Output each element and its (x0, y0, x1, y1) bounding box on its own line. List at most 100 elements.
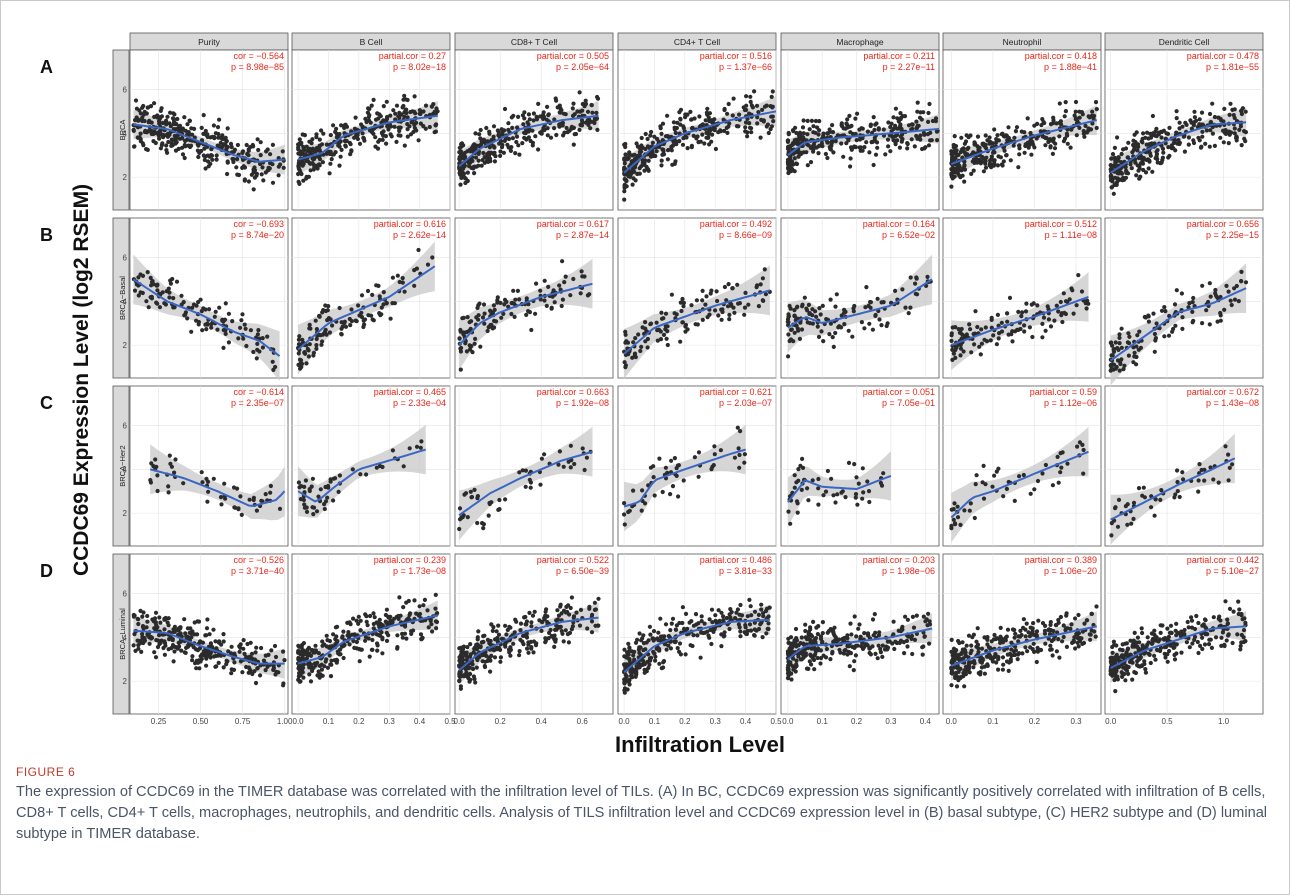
data-point (953, 325, 958, 330)
data-point (1149, 505, 1154, 510)
data-point (1152, 331, 1157, 337)
data-point (215, 327, 220, 332)
panel-letter: A (40, 57, 53, 77)
data-point (214, 664, 219, 669)
data-point (659, 316, 665, 321)
data-point (235, 486, 240, 491)
data-point (925, 274, 930, 279)
data-point (949, 184, 954, 189)
data-point (1048, 144, 1053, 149)
data-point (992, 127, 997, 132)
data-point (176, 640, 181, 645)
data-point (497, 497, 502, 503)
data-point (516, 143, 521, 148)
data-point (1108, 362, 1113, 368)
data-point (571, 142, 576, 147)
data-point (481, 639, 486, 645)
data-point (785, 157, 791, 162)
data-point (328, 161, 333, 166)
data-point (816, 334, 822, 339)
data-point (199, 470, 204, 475)
data-point (476, 317, 481, 322)
data-point (679, 308, 684, 314)
confidence-band (787, 451, 891, 527)
data-point (1171, 140, 1177, 145)
data-point (1125, 155, 1130, 160)
data-point (661, 149, 666, 154)
data-point (174, 279, 180, 284)
data-point (317, 663, 322, 669)
data-point (165, 114, 170, 119)
stat-cor: partial.cor = 0.27 (379, 51, 446, 61)
data-point (216, 143, 221, 149)
data-point (365, 623, 370, 628)
data-point (670, 484, 676, 489)
data-point (458, 367, 463, 372)
data-point (848, 156, 853, 161)
data-point (1114, 159, 1119, 164)
data-point (154, 627, 159, 633)
data-point (898, 122, 903, 127)
data-point (833, 500, 838, 505)
data-point (1239, 278, 1244, 284)
data-point (348, 142, 353, 147)
data-point (704, 135, 709, 140)
data-point (1239, 143, 1244, 148)
data-point (1163, 309, 1168, 314)
data-point (871, 162, 876, 168)
data-point (1005, 311, 1010, 316)
data-point (990, 484, 995, 489)
data-point (328, 674, 334, 679)
data-point (203, 322, 208, 327)
data-point (963, 139, 969, 144)
data-point (168, 124, 173, 129)
data-point (1211, 477, 1216, 482)
data-point (734, 124, 740, 129)
data-point (557, 283, 562, 288)
data-point (577, 623, 583, 628)
data-point (900, 132, 905, 137)
data-point (680, 296, 685, 302)
data-point (402, 289, 407, 294)
data-point (827, 332, 832, 337)
data-point (760, 298, 765, 303)
data-point (259, 498, 264, 503)
data-point (747, 121, 752, 126)
data-point (972, 342, 977, 347)
data-point (705, 106, 710, 111)
data-point (239, 512, 244, 518)
data-point (342, 125, 347, 130)
data-point (187, 132, 193, 137)
data-point (745, 130, 750, 135)
data-point (1196, 135, 1201, 140)
data-point (412, 268, 417, 273)
data-point (298, 159, 303, 164)
data-point (959, 168, 964, 173)
data-point (185, 316, 190, 321)
data-point (191, 302, 197, 307)
data-point (360, 131, 365, 136)
data-point (557, 449, 563, 454)
data-point (328, 133, 333, 138)
data-point (468, 149, 473, 154)
data-point (246, 153, 251, 158)
data-point (984, 339, 990, 344)
data-point (418, 632, 424, 637)
data-point (309, 484, 314, 489)
data-point (145, 147, 150, 152)
data-point (1086, 114, 1091, 119)
data-point (821, 493, 826, 498)
data-point (809, 118, 815, 123)
data-point (1159, 488, 1164, 493)
data-point (301, 497, 306, 503)
data-point (544, 117, 549, 122)
data-point (770, 105, 775, 110)
data-point (1152, 513, 1157, 518)
data-point (1001, 494, 1006, 499)
data-point (398, 133, 403, 138)
data-point (183, 650, 188, 656)
data-point (466, 160, 471, 165)
data-point (1063, 100, 1068, 105)
data-point (457, 166, 462, 171)
data-point (1010, 339, 1015, 344)
